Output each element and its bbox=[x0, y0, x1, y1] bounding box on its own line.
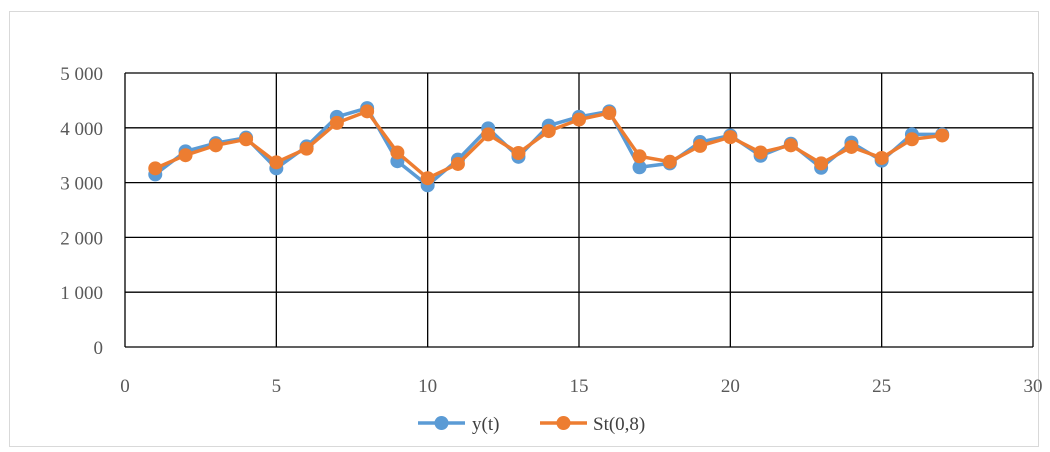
data-point bbox=[874, 150, 889, 165]
data-point bbox=[178, 148, 193, 163]
data-point bbox=[450, 156, 465, 171]
y-tick-label: 1 000 bbox=[60, 283, 103, 304]
series-st bbox=[148, 104, 950, 186]
legend-swatch-marker bbox=[434, 416, 449, 430]
data-point bbox=[269, 155, 284, 170]
data-point bbox=[904, 132, 919, 147]
data-point bbox=[481, 127, 496, 142]
x-tick-label: 5 bbox=[272, 376, 282, 397]
legend-label-st: St(0,8) bbox=[593, 414, 645, 435]
series-yt bbox=[148, 101, 950, 193]
data-point bbox=[541, 124, 556, 139]
data-series bbox=[148, 101, 950, 193]
data-point bbox=[723, 130, 738, 145]
legend-swatch-marker bbox=[556, 416, 571, 430]
x-tick-label: 10 bbox=[418, 376, 437, 397]
legend-label-yt: y(t) bbox=[472, 414, 499, 435]
data-point bbox=[208, 138, 223, 153]
data-point bbox=[329, 115, 344, 130]
data-point bbox=[390, 145, 405, 160]
data-point bbox=[299, 141, 314, 156]
y-axis-tick-labels: 0 1 000 2 000 3 000 4 000 5 000 bbox=[60, 64, 103, 359]
y-tick-label: 3 000 bbox=[60, 174, 103, 195]
data-point bbox=[632, 160, 647, 175]
data-point bbox=[632, 149, 647, 164]
x-tick-label: 15 bbox=[570, 376, 589, 397]
legend: y(t) St(0,8) bbox=[418, 414, 645, 435]
data-point bbox=[239, 132, 254, 147]
legend-item-yt: y(t) bbox=[418, 414, 499, 435]
y-tick-label: 4 000 bbox=[60, 119, 103, 140]
legend-item-st: St(0,8) bbox=[540, 414, 645, 435]
data-point bbox=[844, 139, 859, 154]
data-point bbox=[935, 128, 950, 143]
y-tick-label: 0 bbox=[94, 338, 104, 359]
y-tick-label: 5 000 bbox=[60, 64, 103, 85]
data-point bbox=[814, 156, 829, 171]
data-point bbox=[662, 154, 677, 169]
data-point bbox=[511, 146, 526, 161]
x-tick-label: 20 bbox=[721, 376, 740, 397]
x-tick-label: 25 bbox=[872, 376, 891, 397]
x-axis-tick-labels: 0 5 10 15 20 25 30 bbox=[120, 376, 1042, 397]
data-point bbox=[602, 106, 617, 121]
chart-frame bbox=[9, 11, 1039, 447]
x-tick-label: 0 bbox=[120, 376, 130, 397]
data-point bbox=[693, 138, 708, 153]
data-point bbox=[148, 161, 163, 176]
data-point bbox=[360, 104, 375, 119]
data-point bbox=[783, 138, 798, 153]
x-tick-label: 30 bbox=[1024, 376, 1043, 397]
data-point bbox=[572, 112, 586, 127]
data-point bbox=[753, 145, 768, 160]
y-tick-label: 2 000 bbox=[60, 228, 103, 249]
data-point bbox=[420, 171, 435, 186]
